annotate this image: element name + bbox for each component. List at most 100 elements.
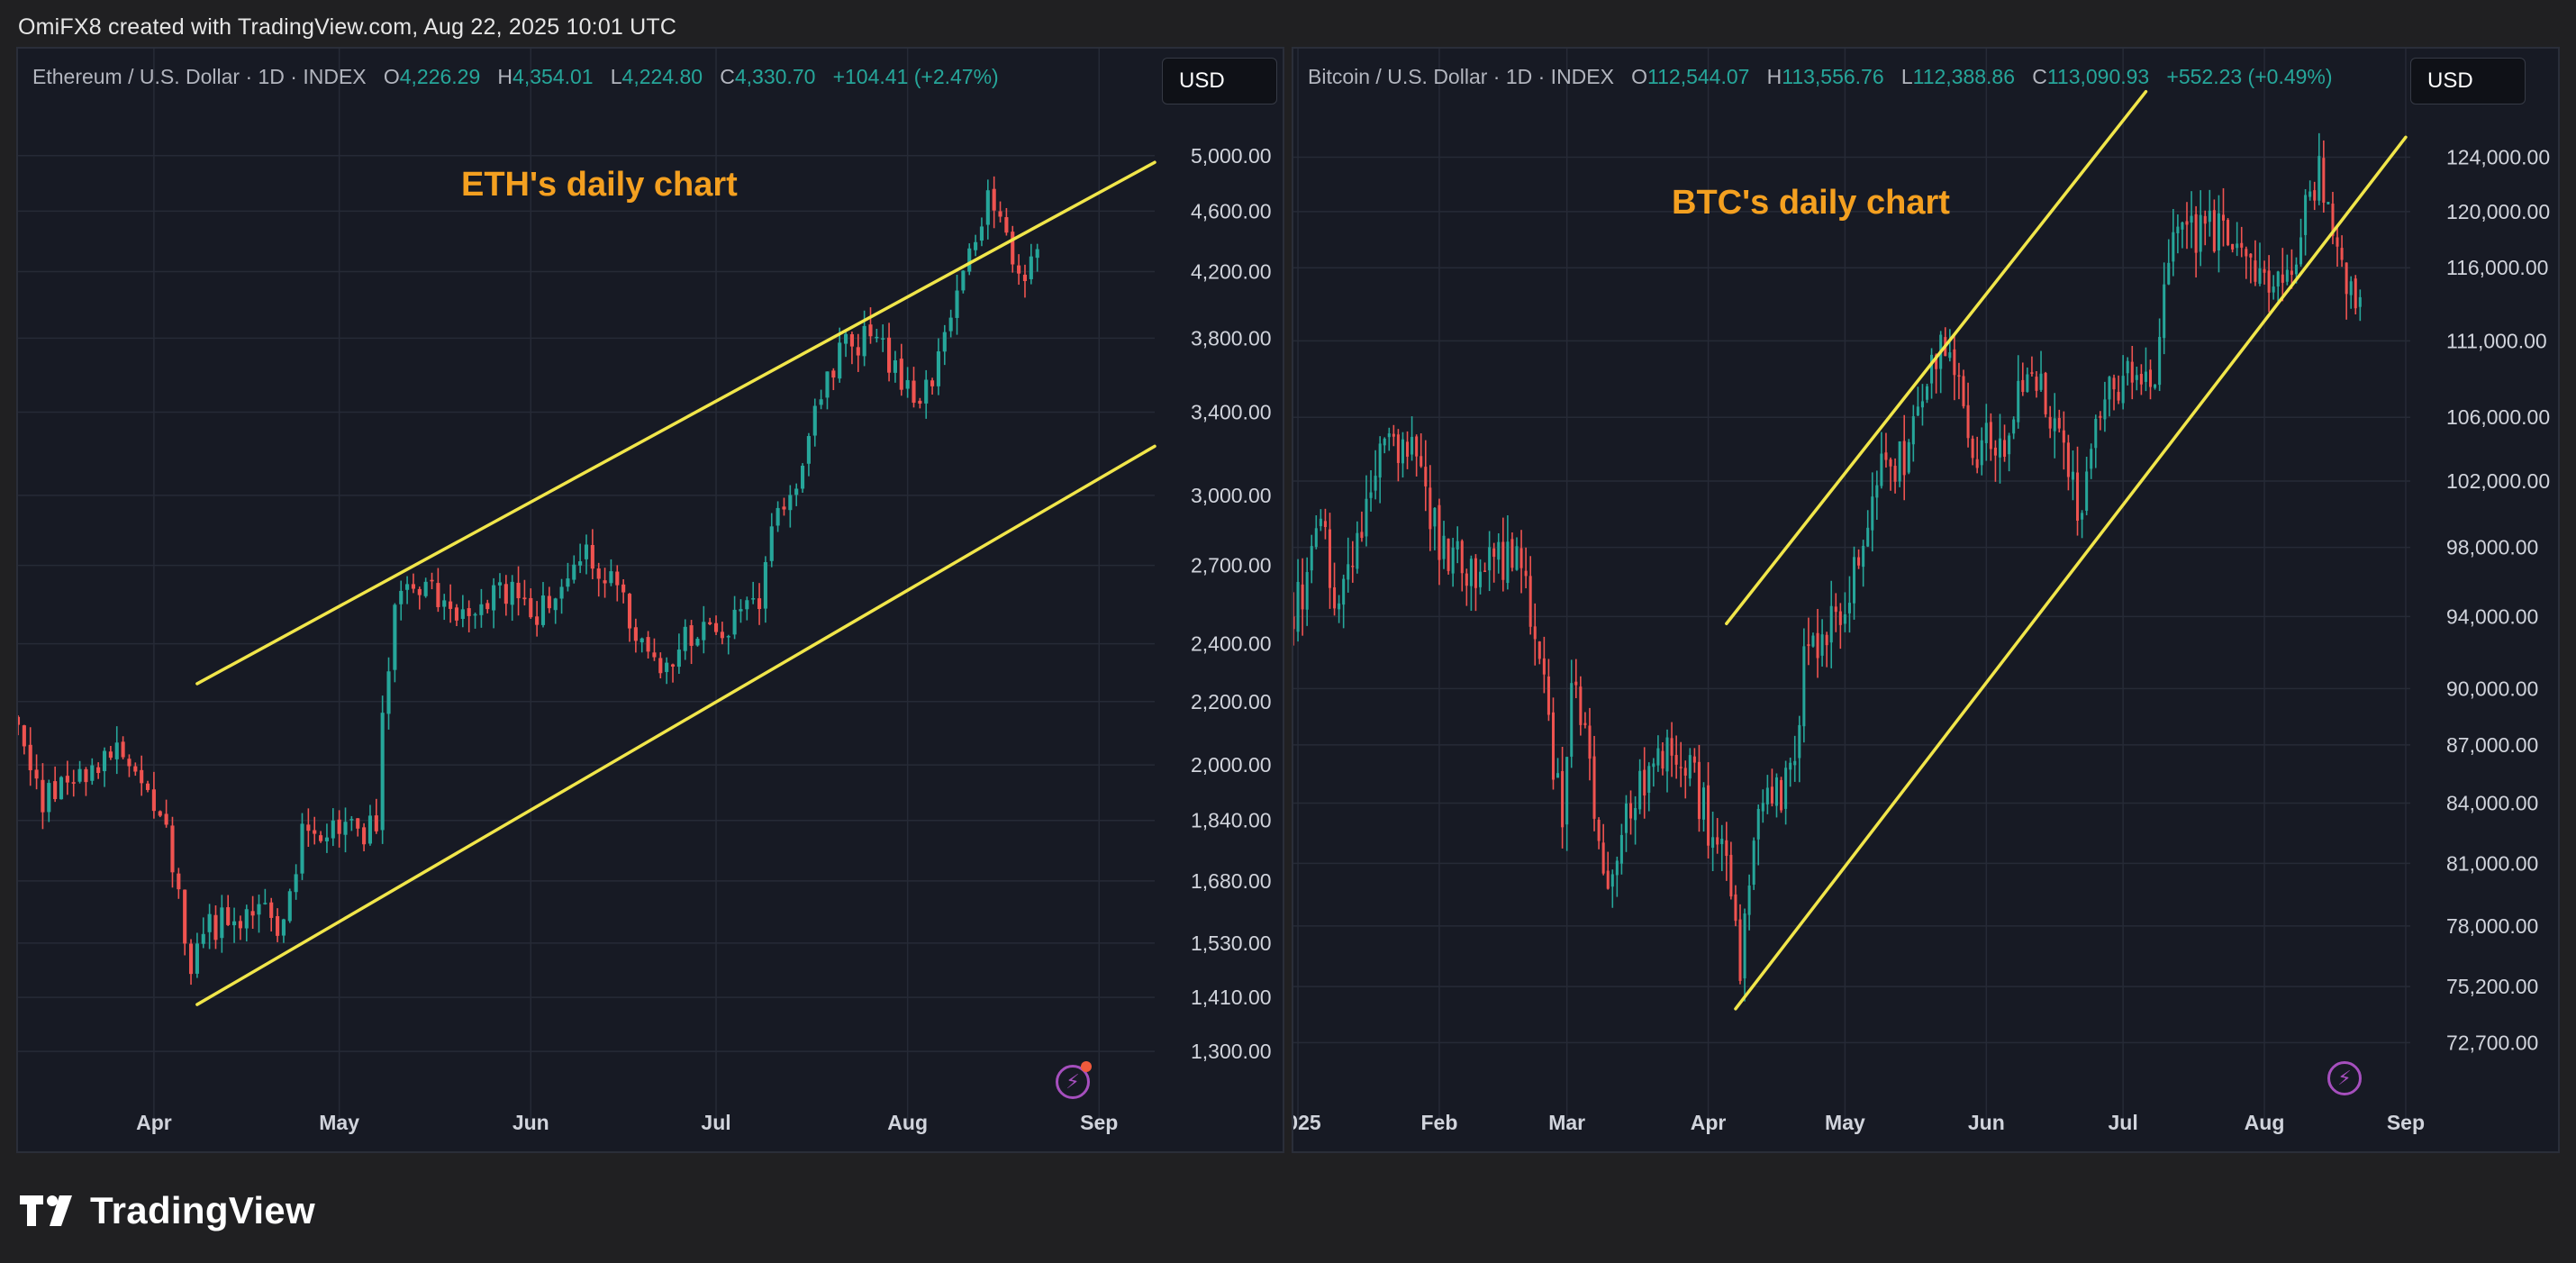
- eth-candle-body: [460, 609, 465, 619]
- eth-candle-body: [967, 248, 972, 272]
- eth-candle-body: [337, 819, 341, 834]
- eth-lightning-icon[interactable]: ⚡: [1056, 1065, 1090, 1099]
- btc-y-tick-label: 78,000.00: [2446, 914, 2538, 938]
- btc-candle-body: [1296, 581, 1300, 632]
- btc-candle-body: [1925, 386, 1929, 400]
- btc-candle-body: [1378, 443, 1382, 478]
- btc-candle-body: [2221, 214, 2226, 221]
- eth-currency-button[interactable]: USD: [1162, 58, 1277, 104]
- tradingview-logo[interactable]: TradingView: [20, 1189, 315, 1232]
- eth-x-tick-label: Apr: [136, 1111, 172, 1134]
- btc-x-tick-label: Apr: [1691, 1111, 1727, 1134]
- btc-channel-line-lower[interactable]: [1734, 135, 2408, 1011]
- btc-candle-body: [2358, 296, 2362, 307]
- eth-candle-body: [417, 588, 422, 595]
- btc-candle-body: [1574, 681, 1578, 686]
- btc-candle-body: [2313, 190, 2317, 201]
- btc-candle-body: [1387, 433, 1391, 438]
- eth-candle-body: [158, 811, 162, 816]
- eth-candle-body: [96, 767, 101, 774]
- eth-candle-body: [887, 337, 892, 373]
- eth-candle-body: [732, 609, 737, 635]
- eth-candle-body: [627, 594, 632, 629]
- btc-candle-body: [2026, 374, 2029, 392]
- btc-currency-button[interactable]: USD: [2410, 58, 2526, 104]
- btc-candle-body: [1537, 641, 1541, 659]
- btc-candle-body: [1561, 770, 1565, 828]
- eth-candle-body: [121, 741, 125, 758]
- btc-candle-body: [1533, 626, 1537, 640]
- btc-candle-body: [1770, 786, 1773, 804]
- btc-candle-body: [1683, 768, 1687, 776]
- btc-candle-body: [1989, 422, 1992, 450]
- eth-candle-body: [924, 379, 929, 404]
- btc-high-label: H: [1766, 65, 1782, 88]
- btc-channel-line-upper[interactable]: [1725, 89, 2148, 625]
- eth-channel-line-upper[interactable]: [195, 160, 1156, 686]
- btc-candle-body: [1716, 837, 1719, 845]
- btc-candle-body: [2267, 270, 2271, 293]
- eth-chart-svg[interactable]: 5,000.00 4,600.00 4,200.00 3,800.00 3,400.00…: [18, 49, 1284, 1153]
- btc-candle-body: [1774, 777, 1779, 806]
- btc-candle-body: [1692, 756, 1696, 763]
- btc-chart-panel[interactable]: 124,000.00 120,000.00 116,000.00 111,000.00…: [1292, 47, 2560, 1153]
- eth-candle-body: [702, 622, 706, 641]
- btc-candle-body: [1510, 539, 1514, 568]
- btc-candle-body: [1469, 559, 1473, 586]
- eth-chart-panel[interactable]: 5,000.00 4,600.00 4,200.00 3,800.00 3,400.00…: [16, 47, 1284, 1153]
- btc-legend: Bitcoin / U.S. Dollar · 1D · INDEX O112,…: [1308, 65, 2333, 89]
- btc-candle-body: [1674, 754, 1678, 765]
- btc-candle-body: [1347, 564, 1350, 580]
- eth-candle-body: [535, 616, 540, 625]
- btc-candle-body: [1429, 487, 1432, 530]
- btc-currency-label: USD: [2427, 68, 2473, 93]
- btc-candle-body: [1911, 416, 1915, 445]
- btc-lightning-icon[interactable]: ⚡: [2327, 1061, 2362, 1095]
- eth-candle-body: [572, 564, 576, 580]
- eth-candle-body: [41, 779, 45, 813]
- eth-candle-body: [313, 830, 317, 834]
- eth-channel-line-lower[interactable]: [195, 444, 1156, 1006]
- eth-candle-body: [936, 351, 941, 386]
- btc-candle-body: [2090, 449, 2093, 469]
- btc-y-axis: 124,000.00 120,000.00 116,000.00 111,000.00…: [2446, 145, 2550, 1054]
- eth-high-label: H: [497, 65, 513, 88]
- btc-candle-body: [2212, 210, 2216, 252]
- btc-candle-body: [2163, 284, 2166, 339]
- btc-candle-body: [1615, 860, 1619, 876]
- btc-high-value: 113,556.76: [1782, 65, 1884, 88]
- btc-candle-body: [2121, 376, 2125, 404]
- btc-candle-body: [1515, 546, 1519, 570]
- eth-y-tick-label: 2,000.00: [1191, 753, 1272, 777]
- btc-candle-body: [1415, 436, 1419, 457]
- eth-currency-label: USD: [1179, 68, 1225, 93]
- btc-candle-body: [1565, 757, 1569, 825]
- btc-candle-body: [1866, 527, 1870, 547]
- eth-candle-body: [220, 907, 224, 939]
- eth-notification-dot: [1081, 1061, 1092, 1072]
- eth-candle-body: [992, 188, 996, 211]
- eth-candle-body: [250, 911, 255, 916]
- btc-candle-body: [1725, 840, 1728, 857]
- eth-candle-body: [566, 578, 570, 587]
- btc-candle-body: [1365, 498, 1368, 537]
- eth-candle-body: [726, 636, 730, 638]
- eth-symbol: Ethereum / U.S. Dollar · 1D · INDEX: [32, 65, 367, 88]
- btc-candle-body: [2322, 158, 2326, 203]
- btc-chart-svg[interactable]: 124,000.00 120,000.00 116,000.00 111,000.00…: [1293, 49, 2560, 1153]
- eth-candle-body: [281, 919, 286, 936]
- btc-x-tick-label: Jul: [2109, 1111, 2138, 1134]
- btc-candle-body: [1410, 437, 1414, 455]
- eth-candle-body: [646, 637, 650, 652]
- btc-candle-body: [1816, 632, 1819, 659]
- eth-change-value: +104.41 (+2.47%): [832, 65, 999, 88]
- btc-candle-body: [2126, 360, 2129, 374]
- eth-candle-body: [467, 608, 471, 616]
- btc-candle-body: [1738, 919, 1742, 981]
- eth-candle-body: [473, 613, 477, 616]
- eth-candle-body: [90, 765, 95, 781]
- eth-candle-body: [1022, 274, 1028, 281]
- eth-candle-body: [47, 783, 51, 813]
- eth-candle-body: [578, 561, 583, 566]
- btc-candle-body: [2003, 440, 2007, 457]
